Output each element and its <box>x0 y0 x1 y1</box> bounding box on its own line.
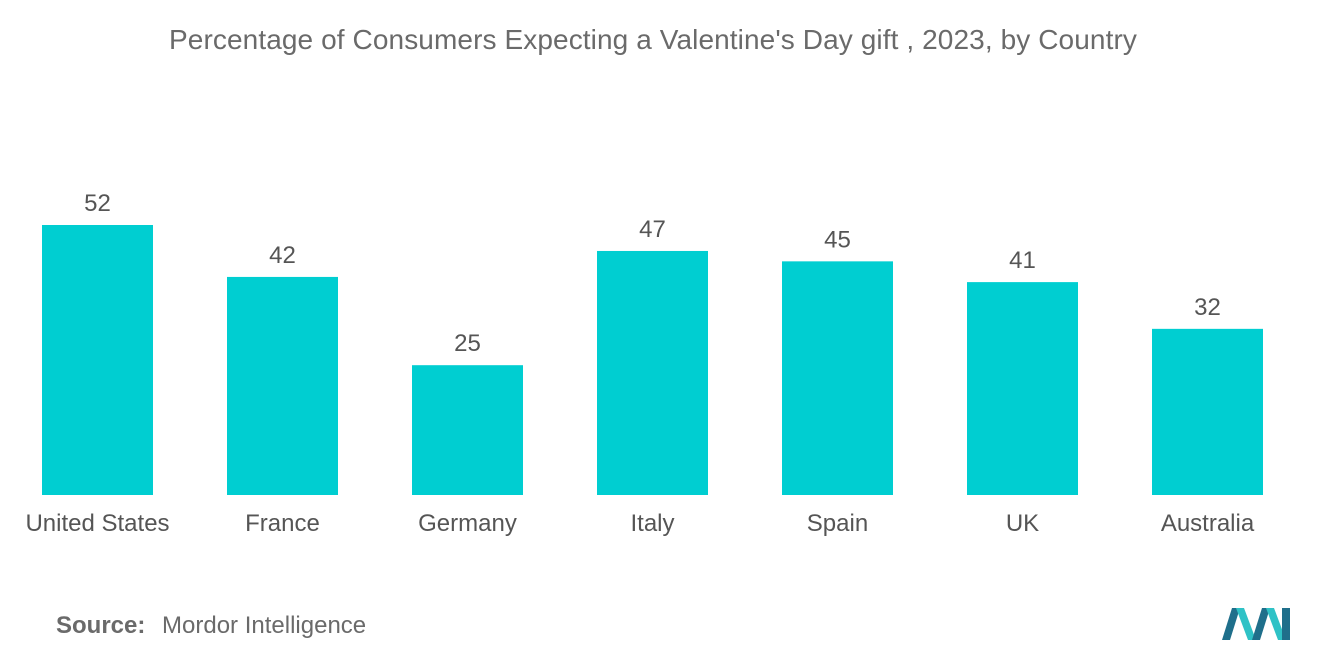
bar-spain <box>782 261 893 495</box>
x-tick-label: United States <box>25 510 169 537</box>
bar-uk <box>967 282 1078 495</box>
bar-value-label: 45 <box>824 226 851 253</box>
x-tick-label: Spain <box>807 510 868 537</box>
bar-value-label: 41 <box>1009 247 1036 274</box>
x-tick-label: Italy <box>630 510 674 537</box>
mordor-intelligence-logo-icon <box>1222 608 1290 640</box>
x-tick-label: UK <box>1006 510 1039 537</box>
x-tick-label: France <box>245 510 320 537</box>
chart-title: Percentage of Consumers Expecting a Vale… <box>169 24 1137 55</box>
bar-value-label: 52 <box>84 190 111 217</box>
bar-france <box>227 276 338 495</box>
source-text: Mordor Intelligence <box>162 612 367 639</box>
bar-value-label: 32 <box>1194 294 1221 321</box>
bar-value-label: 42 <box>269 242 296 269</box>
x-tick-label: Germany <box>418 510 517 537</box>
bar-australia <box>1152 328 1263 495</box>
bar-value-label: 47 <box>639 216 666 243</box>
x-tick-label: Australia <box>1161 510 1255 537</box>
bar-germany <box>412 365 523 495</box>
bar-value-label: 25 <box>454 330 481 357</box>
bar-united-states <box>42 225 153 495</box>
source-note: Source: Mordor Intelligence <box>56 612 366 640</box>
source-label: Source: <box>56 612 146 639</box>
bar-italy <box>597 250 708 495</box>
bar-chart: 52 United States 42 France 25 Germany 47 Italy 4… <box>25 190 1263 537</box>
